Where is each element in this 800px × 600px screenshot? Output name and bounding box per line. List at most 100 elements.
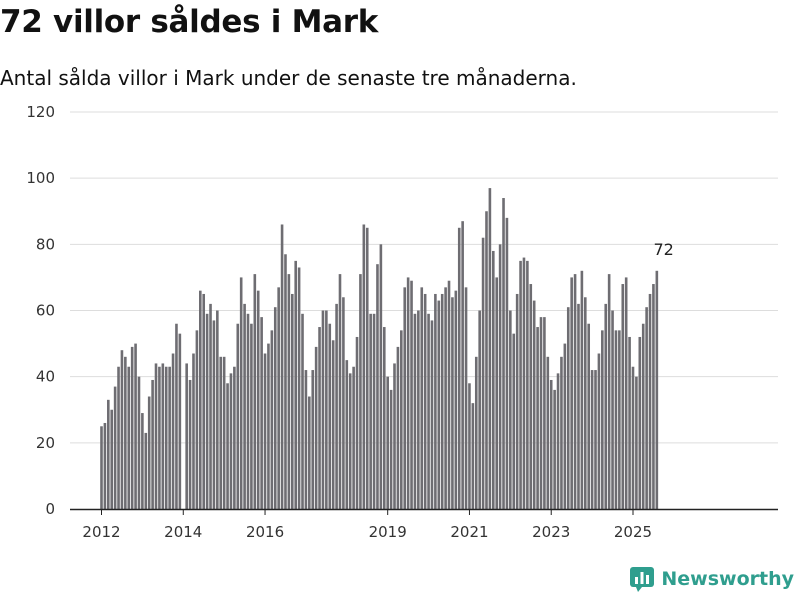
bar xyxy=(359,274,362,509)
x-tick-label: 2021 xyxy=(450,523,488,541)
bar xyxy=(229,373,233,509)
bar xyxy=(236,323,240,509)
bar xyxy=(495,277,499,509)
bar xyxy=(100,426,103,509)
bar xyxy=(563,343,567,509)
bar xyxy=(485,211,488,509)
bar xyxy=(124,356,127,509)
bar xyxy=(270,330,274,509)
bar xyxy=(440,293,444,509)
bar xyxy=(607,274,611,509)
bar xyxy=(597,353,601,509)
newsworthy-brand: Newsworthy xyxy=(629,564,794,594)
bar xyxy=(338,274,342,509)
bar xyxy=(137,376,141,509)
bar xyxy=(464,287,468,509)
bar xyxy=(406,277,410,509)
bar xyxy=(175,323,178,509)
bar xyxy=(219,356,223,509)
bar xyxy=(158,366,161,509)
bar xyxy=(301,313,304,509)
bar xyxy=(628,336,631,509)
bar xyxy=(294,260,297,509)
bar xyxy=(212,320,216,509)
bar xyxy=(461,221,464,510)
bar xyxy=(144,432,148,509)
bar xyxy=(532,300,536,509)
bar xyxy=(417,310,420,509)
bar xyxy=(117,366,120,509)
bar xyxy=(546,356,550,509)
bar xyxy=(335,303,338,509)
bar xyxy=(321,310,325,509)
bar xyxy=(192,353,195,509)
bar xyxy=(410,280,413,509)
page-subtitle: Antal sålda villor i Mark under de senas… xyxy=(0,66,577,90)
bar xyxy=(549,379,553,509)
bar xyxy=(427,313,430,509)
bar xyxy=(492,250,495,509)
bar xyxy=(611,310,614,509)
bar xyxy=(226,383,229,509)
bar xyxy=(195,330,199,509)
bar xyxy=(103,422,107,509)
bar xyxy=(113,386,117,509)
bar xyxy=(365,227,369,509)
bar xyxy=(141,413,144,509)
bar xyxy=(393,363,396,509)
bar xyxy=(273,307,277,509)
bar xyxy=(621,284,625,509)
bar xyxy=(216,310,219,509)
bar xyxy=(614,330,618,509)
bar xyxy=(120,350,124,509)
bar xyxy=(601,330,604,509)
bar xyxy=(260,317,263,509)
bar xyxy=(635,376,638,509)
bar xyxy=(488,188,492,509)
bar xyxy=(529,284,533,509)
bar xyxy=(539,317,543,509)
bar xyxy=(515,293,519,509)
bar xyxy=(379,244,383,510)
bar xyxy=(147,396,151,509)
bar xyxy=(297,267,301,509)
y-tick-label: 80 xyxy=(36,235,55,253)
bar xyxy=(325,310,328,509)
y-tick-label: 40 xyxy=(36,368,55,386)
bar xyxy=(400,330,403,509)
bar xyxy=(648,293,652,509)
bar xyxy=(509,310,512,509)
bar xyxy=(624,277,628,509)
bar xyxy=(331,340,335,509)
bar xyxy=(362,224,366,509)
y-tick-label: 60 xyxy=(36,302,55,320)
bar xyxy=(355,336,359,509)
bar xyxy=(498,244,502,510)
bar xyxy=(566,307,570,509)
bar xyxy=(130,346,134,509)
bar xyxy=(543,317,546,509)
bar xyxy=(280,224,284,509)
bar xyxy=(434,293,437,509)
bar xyxy=(256,290,260,509)
bar xyxy=(205,313,209,509)
bar xyxy=(536,327,539,509)
bar xyxy=(583,297,587,509)
bar xyxy=(328,323,332,509)
bar xyxy=(178,333,182,509)
bar xyxy=(437,300,441,509)
bar xyxy=(290,293,294,509)
bar xyxy=(352,366,355,509)
bar xyxy=(110,409,114,509)
bar xyxy=(560,356,563,509)
bar xyxy=(222,356,226,509)
bar xyxy=(594,370,597,509)
bar xyxy=(430,320,434,509)
bar xyxy=(556,373,560,509)
bar xyxy=(151,379,154,509)
bar xyxy=(376,264,379,509)
bar xyxy=(372,313,376,509)
bar xyxy=(389,389,393,509)
bar xyxy=(263,353,267,509)
